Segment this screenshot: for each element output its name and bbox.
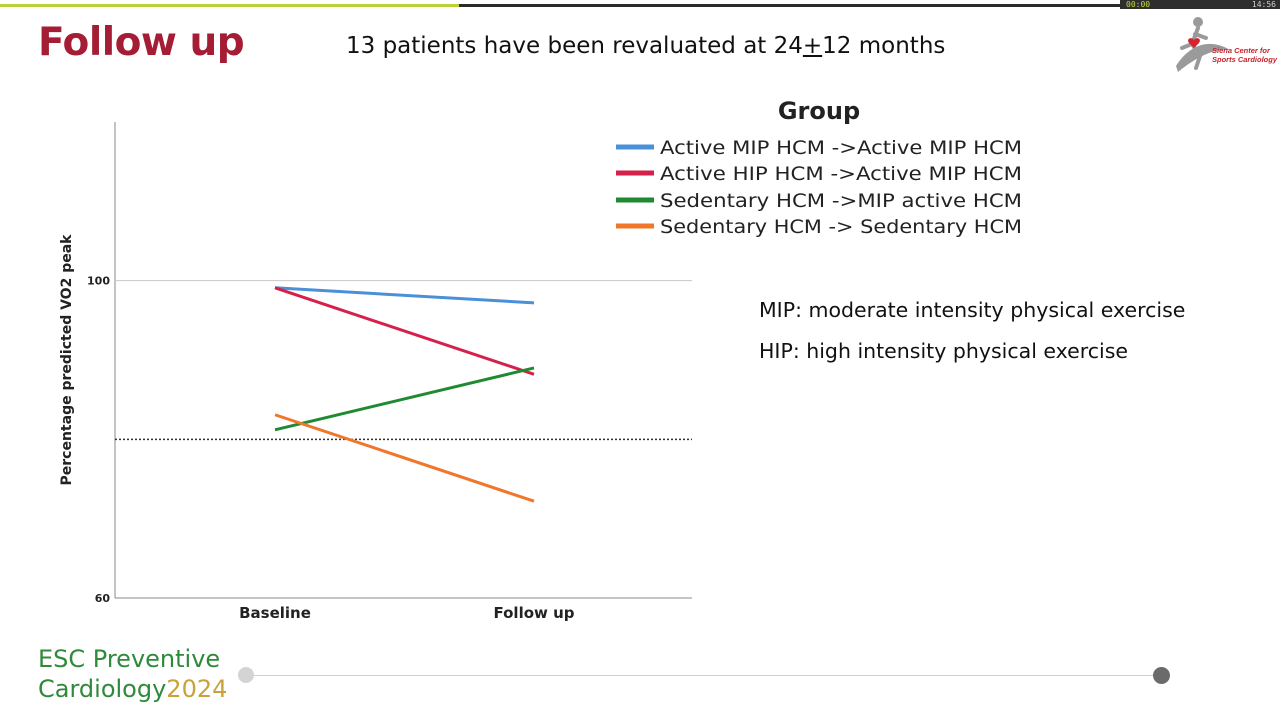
legend-title: Group (778, 97, 860, 125)
brand-cardiology: Cardiology (38, 675, 167, 703)
series-line-3 (274, 366, 535, 432)
elapsed-time: 00:00 (1126, 0, 1151, 9)
total-time: 14:56 (1251, 0, 1276, 9)
esc-brand: ESC Preventive Cardiology2024 (38, 644, 227, 704)
brand-line-2: Cardiology2024 (38, 674, 227, 704)
legend-label: Sedentary HCM -> Sedentary HCM (660, 216, 1022, 238)
legend-item-4: Sedentary HCM -> Sedentary HCM (616, 216, 1022, 238)
progress-track[interactable] (0, 4, 1120, 7)
footer-dot-left (238, 667, 254, 683)
plus-minus-sign: + (802, 33, 823, 59)
progress-fill (0, 4, 460, 7)
x-tick-label: Baseline (239, 604, 311, 622)
abbreviation-notes: MIP: moderate intensity physical exercis… (759, 298, 1185, 380)
legend-item-1: Active MIP HCM ->Active MIP HCM (616, 137, 1022, 159)
footer-dot-right (1153, 667, 1170, 684)
legend-item-2: Active HIP HCM ->Active MIP HCM (616, 163, 1022, 185)
note-hip: HIP: high intensity physical exercise (759, 339, 1129, 363)
slide-title: Follow up (38, 20, 245, 65)
brand-year: 2024 (166, 675, 228, 703)
note-mip: MIP: moderate intensity physical exercis… (759, 298, 1186, 322)
legend-label: Active HIP HCM ->Active MIP HCM (660, 163, 1022, 185)
logo-text: Siena Center for Sports Cardiology (1212, 46, 1280, 64)
subtitle-text: 13 patients have been revaluated at 24 (346, 33, 803, 59)
brand-line-1: ESC Preventive (38, 645, 221, 673)
series-line-4 (274, 413, 535, 503)
logo-line-2: Sports Cardiology (1212, 55, 1278, 64)
x-tick-label: Follow up (493, 604, 574, 622)
y-tick-label: 100 (87, 275, 110, 288)
series-line-2 (274, 286, 535, 376)
time-panel (1120, 0, 1280, 9)
y-tick-label: 60 (95, 592, 111, 605)
video-progress-bar[interactable]: 00:00 14:56 (0, 0, 1280, 10)
vo2-line-chart: 60 100 Baseline Follow up Percentage predic… (59, 97, 1022, 622)
y-axis-label: Percentage predicted VO2 peak (59, 234, 75, 486)
legend-item-3: Sedentary HCM ->MIP active HCM (616, 190, 1022, 212)
legend-label: Sedentary HCM ->MIP active HCM (660, 190, 1022, 212)
siena-logo-icon (1176, 17, 1230, 72)
footer-divider (246, 675, 1162, 676)
logo-line-1: Siena Center for (1212, 46, 1270, 55)
series-line-1 (274, 286, 535, 305)
chart-axes (114, 122, 692, 599)
legend-label: Active MIP HCM ->Active MIP HCM (660, 137, 1022, 159)
subtitle-text-end: 12 months (822, 33, 946, 59)
slide-subtitle: 13 patients have been revaluated at 24+1… (346, 33, 945, 59)
